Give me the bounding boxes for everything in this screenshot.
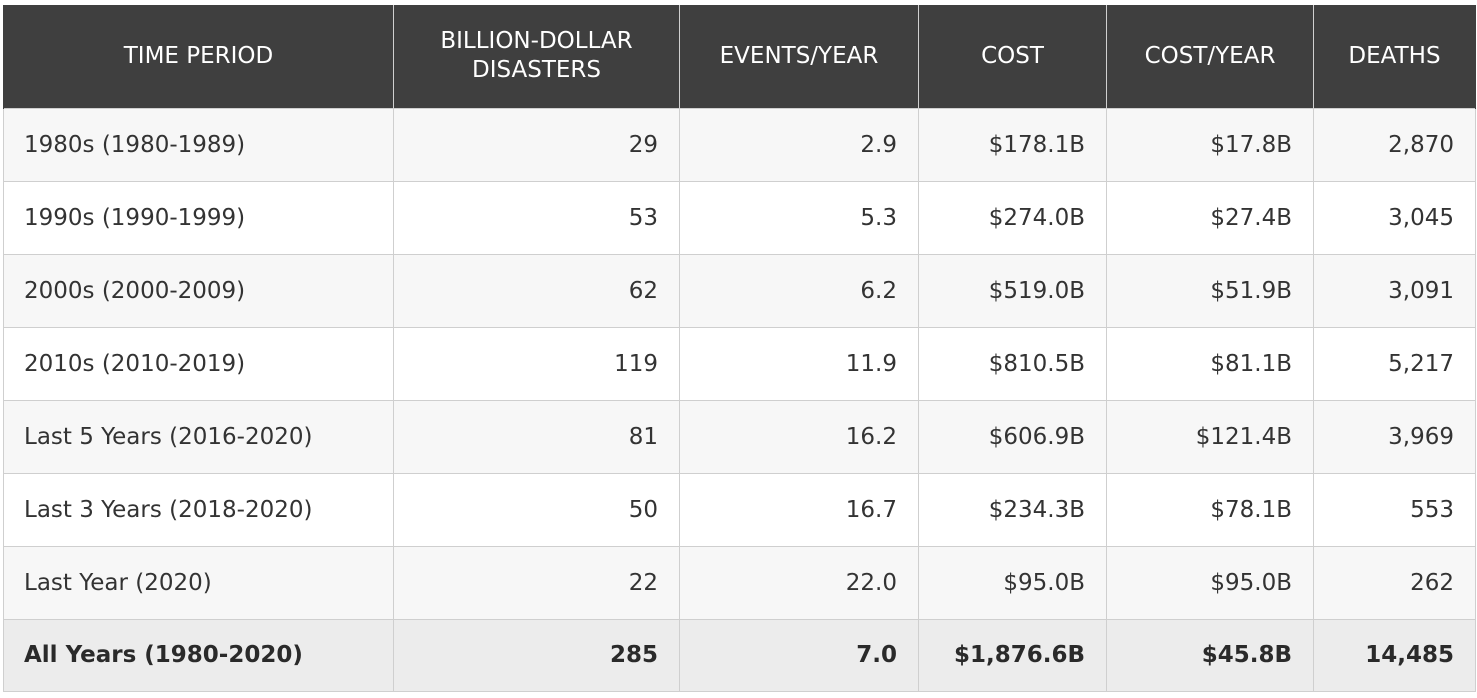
table-cell: 3,045: [1313, 180, 1476, 255]
table-row: Last 3 Years (2018-2020) 50 16.7 $234.3B $78…: [3, 472, 1476, 547]
table-cell: 22.0: [679, 545, 919, 620]
table-cell: 119: [393, 326, 680, 401]
table-cell: 3,091: [1313, 253, 1476, 328]
table-row: 1980s (1980-1989) 29 2.9 $178.1B $17.8B 2,870: [3, 107, 1476, 182]
column-header: COST/YEAR: [1106, 5, 1314, 108]
column-header: COST: [918, 5, 1107, 108]
table-cell: $45.8B: [1106, 618, 1314, 692]
table-cell: $1,876.6B: [918, 618, 1107, 692]
table-cell: $81.1B: [1106, 326, 1314, 401]
table-cell: $51.9B: [1106, 253, 1314, 328]
table-cell: 2,870: [1313, 107, 1476, 182]
table-cell: 6.2: [679, 253, 919, 328]
table-cell: $519.0B: [918, 253, 1107, 328]
column-header: DEATHS: [1313, 5, 1476, 108]
row-label: 2000s (2000-2009): [3, 253, 394, 328]
table-cell: $95.0B: [1106, 545, 1314, 620]
table-cell: $27.4B: [1106, 180, 1314, 255]
table-cell: 16.2: [679, 399, 919, 474]
disaster-statistics-table: TIME PERIOD BILLION-DOLLAR DISASTERS EVENT…: [3, 5, 1476, 692]
row-label: Last Year (2020): [3, 545, 394, 620]
table-cell: 7.0: [679, 618, 919, 692]
table-cell: 5,217: [1313, 326, 1476, 401]
table-cell: $17.8B: [1106, 107, 1314, 182]
table-cell: 3,969: [1313, 399, 1476, 474]
table-row: Last Year (2020) 22 22.0 $95.0B $95.0B 262: [3, 545, 1476, 620]
table-cell: 285: [393, 618, 680, 692]
total-row: All Years (1980-2020) 285 7.0 $1,876.6B $45.…: [3, 618, 1476, 692]
table-cell: 22: [393, 545, 680, 620]
table-cell: 2.9: [679, 107, 919, 182]
row-label: 2010s (2010-2019): [3, 326, 394, 401]
row-label: 1990s (1990-1999): [3, 180, 394, 255]
row-label: All Years (1980-2020): [3, 618, 394, 692]
table-cell: $234.3B: [918, 472, 1107, 547]
table-cell: $78.1B: [1106, 472, 1314, 547]
table-cell: 81: [393, 399, 680, 474]
table-cell: 14,485: [1313, 618, 1476, 692]
table-row: 2010s (2010-2019) 119 11.9 $810.5B $81.1B 5,2…: [3, 326, 1476, 401]
table-row: 1990s (1990-1999) 53 5.3 $274.0B $27.4B 3,045: [3, 180, 1476, 255]
table-cell: $606.9B: [918, 399, 1107, 474]
table-cell: 553: [1313, 472, 1476, 547]
table-header: TIME PERIOD BILLION-DOLLAR DISASTERS EVENT…: [3, 5, 1476, 108]
column-header: EVENTS/YEAR: [679, 5, 919, 108]
table-cell: $178.1B: [918, 107, 1107, 182]
table-cell: 5.3: [679, 180, 919, 255]
table-row: 2000s (2000-2009) 62 6.2 $519.0B $51.9B 3,091: [3, 253, 1476, 328]
table-cell: $810.5B: [918, 326, 1107, 401]
table-cell: 50: [393, 472, 680, 547]
table-cell: $274.0B: [918, 180, 1107, 255]
table-body: 1980s (1980-1989) 29 2.9 $178.1B $17.8B 2,870…: [3, 107, 1476, 692]
table-cell: 62: [393, 253, 680, 328]
table-cell: $95.0B: [918, 545, 1107, 620]
header-row: TIME PERIOD BILLION-DOLLAR DISASTERS EVENT…: [3, 5, 1476, 108]
table-cell: 53: [393, 180, 680, 255]
column-header: BILLION-DOLLAR DISASTERS: [393, 5, 680, 108]
disaster-table-container: TIME PERIOD BILLION-DOLLAR DISASTERS EVENT…: [3, 5, 1476, 692]
table-cell: 262: [1313, 545, 1476, 620]
table-row: Last 5 Years (2016-2020) 81 16.2 $606.9B $12…: [3, 399, 1476, 474]
row-label: 1980s (1980-1989): [3, 107, 394, 182]
table-cell: $121.4B: [1106, 399, 1314, 474]
row-label: Last 5 Years (2016-2020): [3, 399, 394, 474]
row-label: Last 3 Years (2018-2020): [3, 472, 394, 547]
table-cell: 16.7: [679, 472, 919, 547]
column-header: TIME PERIOD: [3, 5, 394, 108]
table-cell: 11.9: [679, 326, 919, 401]
table-cell: 29: [393, 107, 680, 182]
